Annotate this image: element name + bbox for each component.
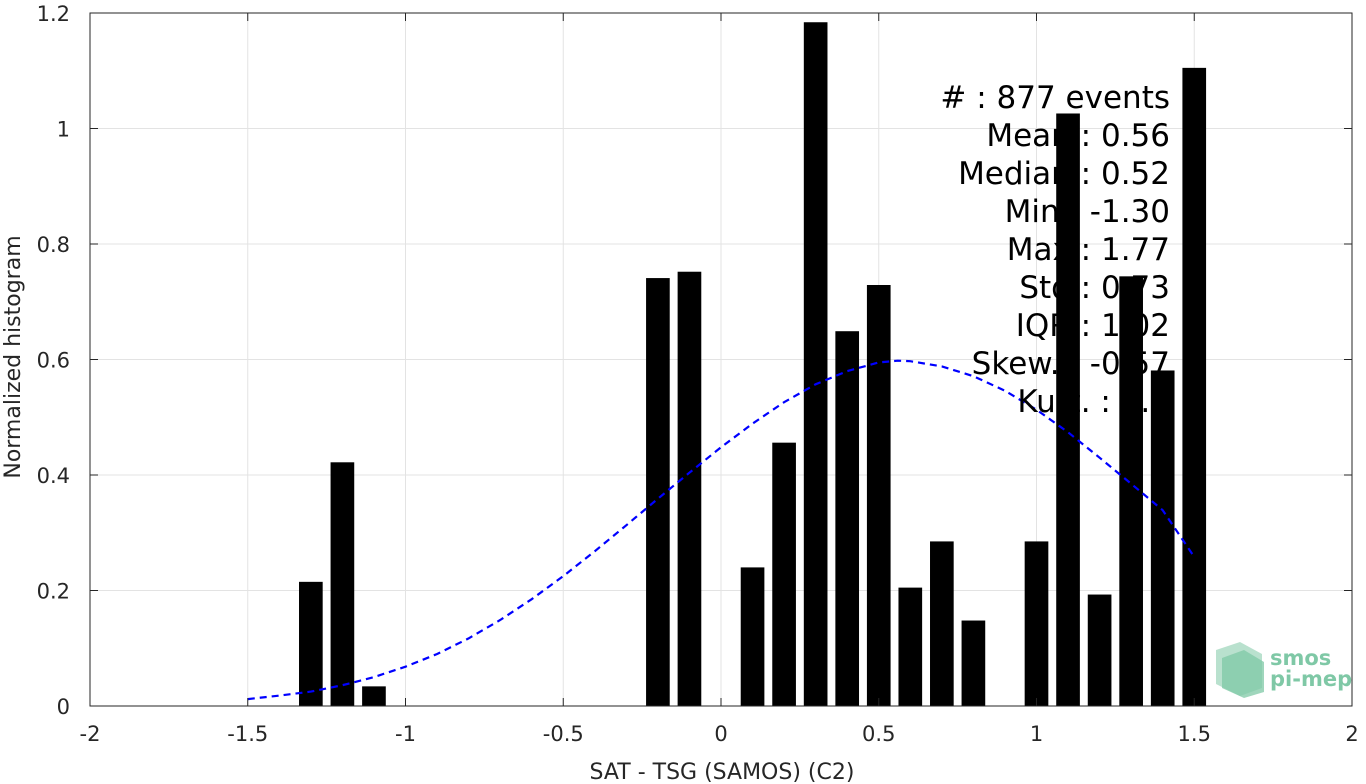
histogram-bar [835,331,860,706]
histogram-bar [646,278,670,706]
histogram-bar [740,567,765,706]
histogram-bar [1087,594,1112,706]
y-axis-label: Normalized histogram [1,235,26,478]
x-tick-label: -0.5 [543,722,584,746]
histogram-bar [961,620,986,706]
y-tick-label: 0.2 [37,580,70,604]
y-tick-label: 1.2 [37,2,70,26]
histogram-bar [1056,113,1080,707]
histogram-bar [866,285,891,706]
y-tick-label: 0.4 [37,464,70,488]
histogram-bar [1150,370,1175,706]
y-tick-label: 0 [57,695,70,719]
stat-line: Kurt. : 3.0 [1017,384,1170,420]
histogram-bar [362,686,386,706]
histogram-bar [1024,541,1049,706]
histogram-bar [1119,276,1143,706]
stat-line: IQR : 1.02 [1016,308,1170,344]
x-tick-labels: -2 -1.5 -1 -0.5 0 0.5 1 1.5 2 [80,722,1359,746]
logo-shape-front [1222,650,1264,698]
histogram-bar [772,442,796,706]
x-tick-label: 2 [1345,722,1358,746]
logo-line2: pi-mep [1270,667,1352,691]
x-tick-label: 0 [714,722,727,746]
x-axis-label: SAT - TSG (SAMOS) (C2) [590,760,855,784]
histogram-bar [930,541,954,706]
logo-line1: smos [1270,646,1331,670]
smos-pimep-logo: smos pi-mep [1216,642,1352,698]
stat-line: Median : 0.52 [958,156,1170,192]
x-tick-label: 1.5 [1178,722,1211,746]
bar-series [299,22,1207,707]
x-tick-label: -1 [395,722,416,746]
y-tick-label: 0.8 [37,233,70,257]
stat-line: Min : -1.30 [1005,194,1170,230]
x-tick-label: -2 [80,722,101,746]
fit-curve [247,359,1196,701]
stat-line: Std : 0.73 [1019,270,1170,306]
stat-line: Max : 1.77 [1007,232,1170,268]
x-tick-label: 1 [1030,722,1043,746]
histogram-bar [299,581,323,706]
axes-frame [89,12,1353,707]
y-tick-label: 0.6 [37,349,70,373]
y-tick-label: 1 [57,118,70,142]
histogram-bar [677,271,702,706]
stat-line: Mean : 0.56 [986,118,1170,154]
y-tick-labels: 0 0.2 0.4 0.6 0.8 1 1.2 [37,2,70,719]
x-tick-label: 0.5 [862,722,895,746]
histogram-bar [803,22,828,707]
stat-line: # : 877 events [940,80,1170,116]
histogram-bar [898,587,923,706]
histogram-bar [330,462,355,706]
x-tick-label: -1.5 [227,722,268,746]
histogram-bar [1182,67,1207,707]
stat-line: Skew. : -0.57 [972,346,1170,382]
